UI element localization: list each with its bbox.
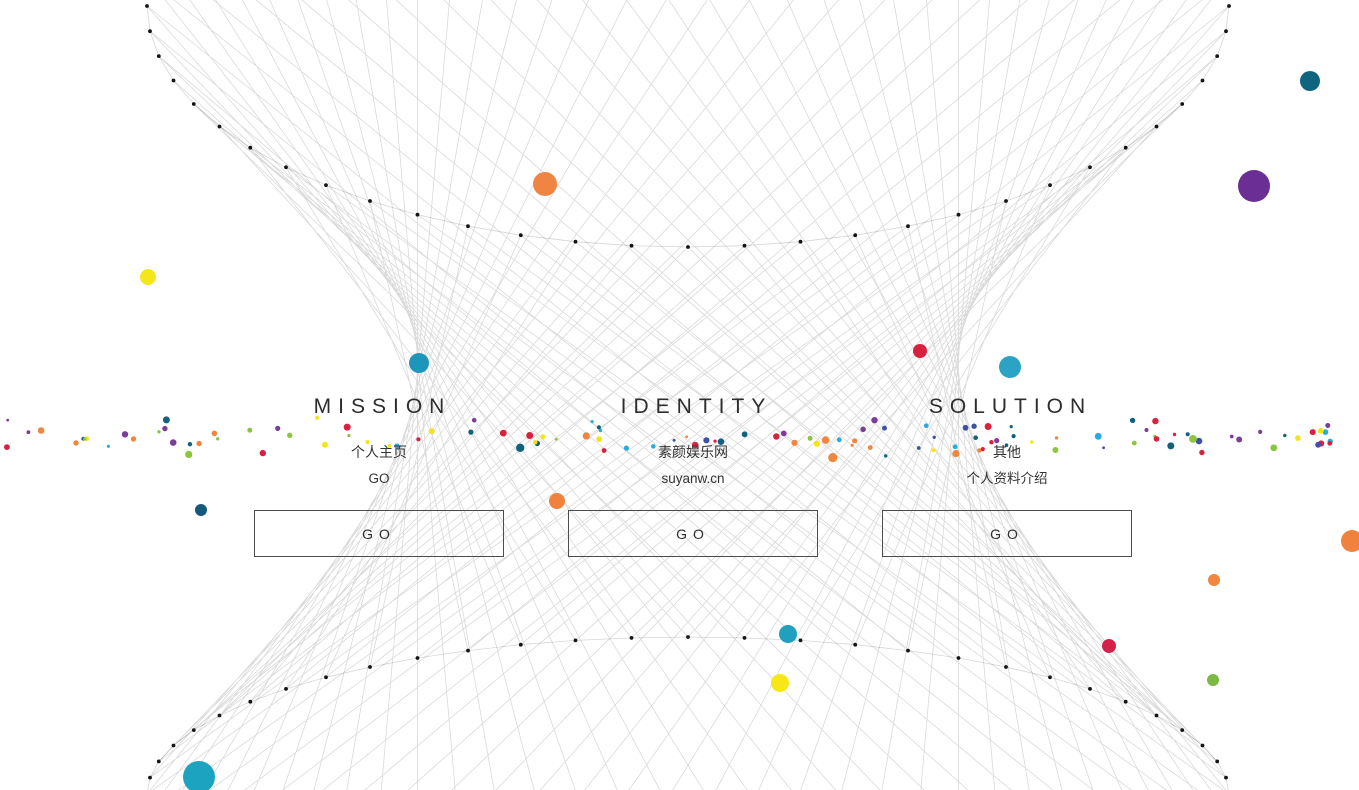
go-button-mission[interactable]: GO — [254, 510, 504, 557]
column-caption-identity: suyanw.cn — [661, 471, 725, 486]
column-solution: SOLUTION 其他 个人资料介绍 GO — [882, 394, 1132, 557]
column-mission: MISSION 个人主页 GO GO — [254, 394, 504, 557]
go-button-solution[interactable]: GO — [882, 510, 1132, 557]
column-subtitle-mission: 个人主页 — [351, 444, 407, 460]
column-heading-identity: IDENTITY — [620, 395, 773, 418]
column-heading-mission: MISSION — [313, 395, 452, 418]
go-button-identity[interactable]: GO — [568, 510, 818, 557]
column-identity: IDENTITY 素颜娱乐网 suyanw.cn GO — [568, 394, 818, 557]
column-heading-solution: SOLUTION — [928, 395, 1093, 418]
column-caption-solution: 个人资料介绍 — [966, 471, 1048, 486]
column-caption-mission: GO — [368, 471, 390, 486]
column-subtitle-solution: 其他 — [993, 444, 1021, 460]
column-subtitle-identity: 素颜娱乐网 — [658, 444, 728, 460]
